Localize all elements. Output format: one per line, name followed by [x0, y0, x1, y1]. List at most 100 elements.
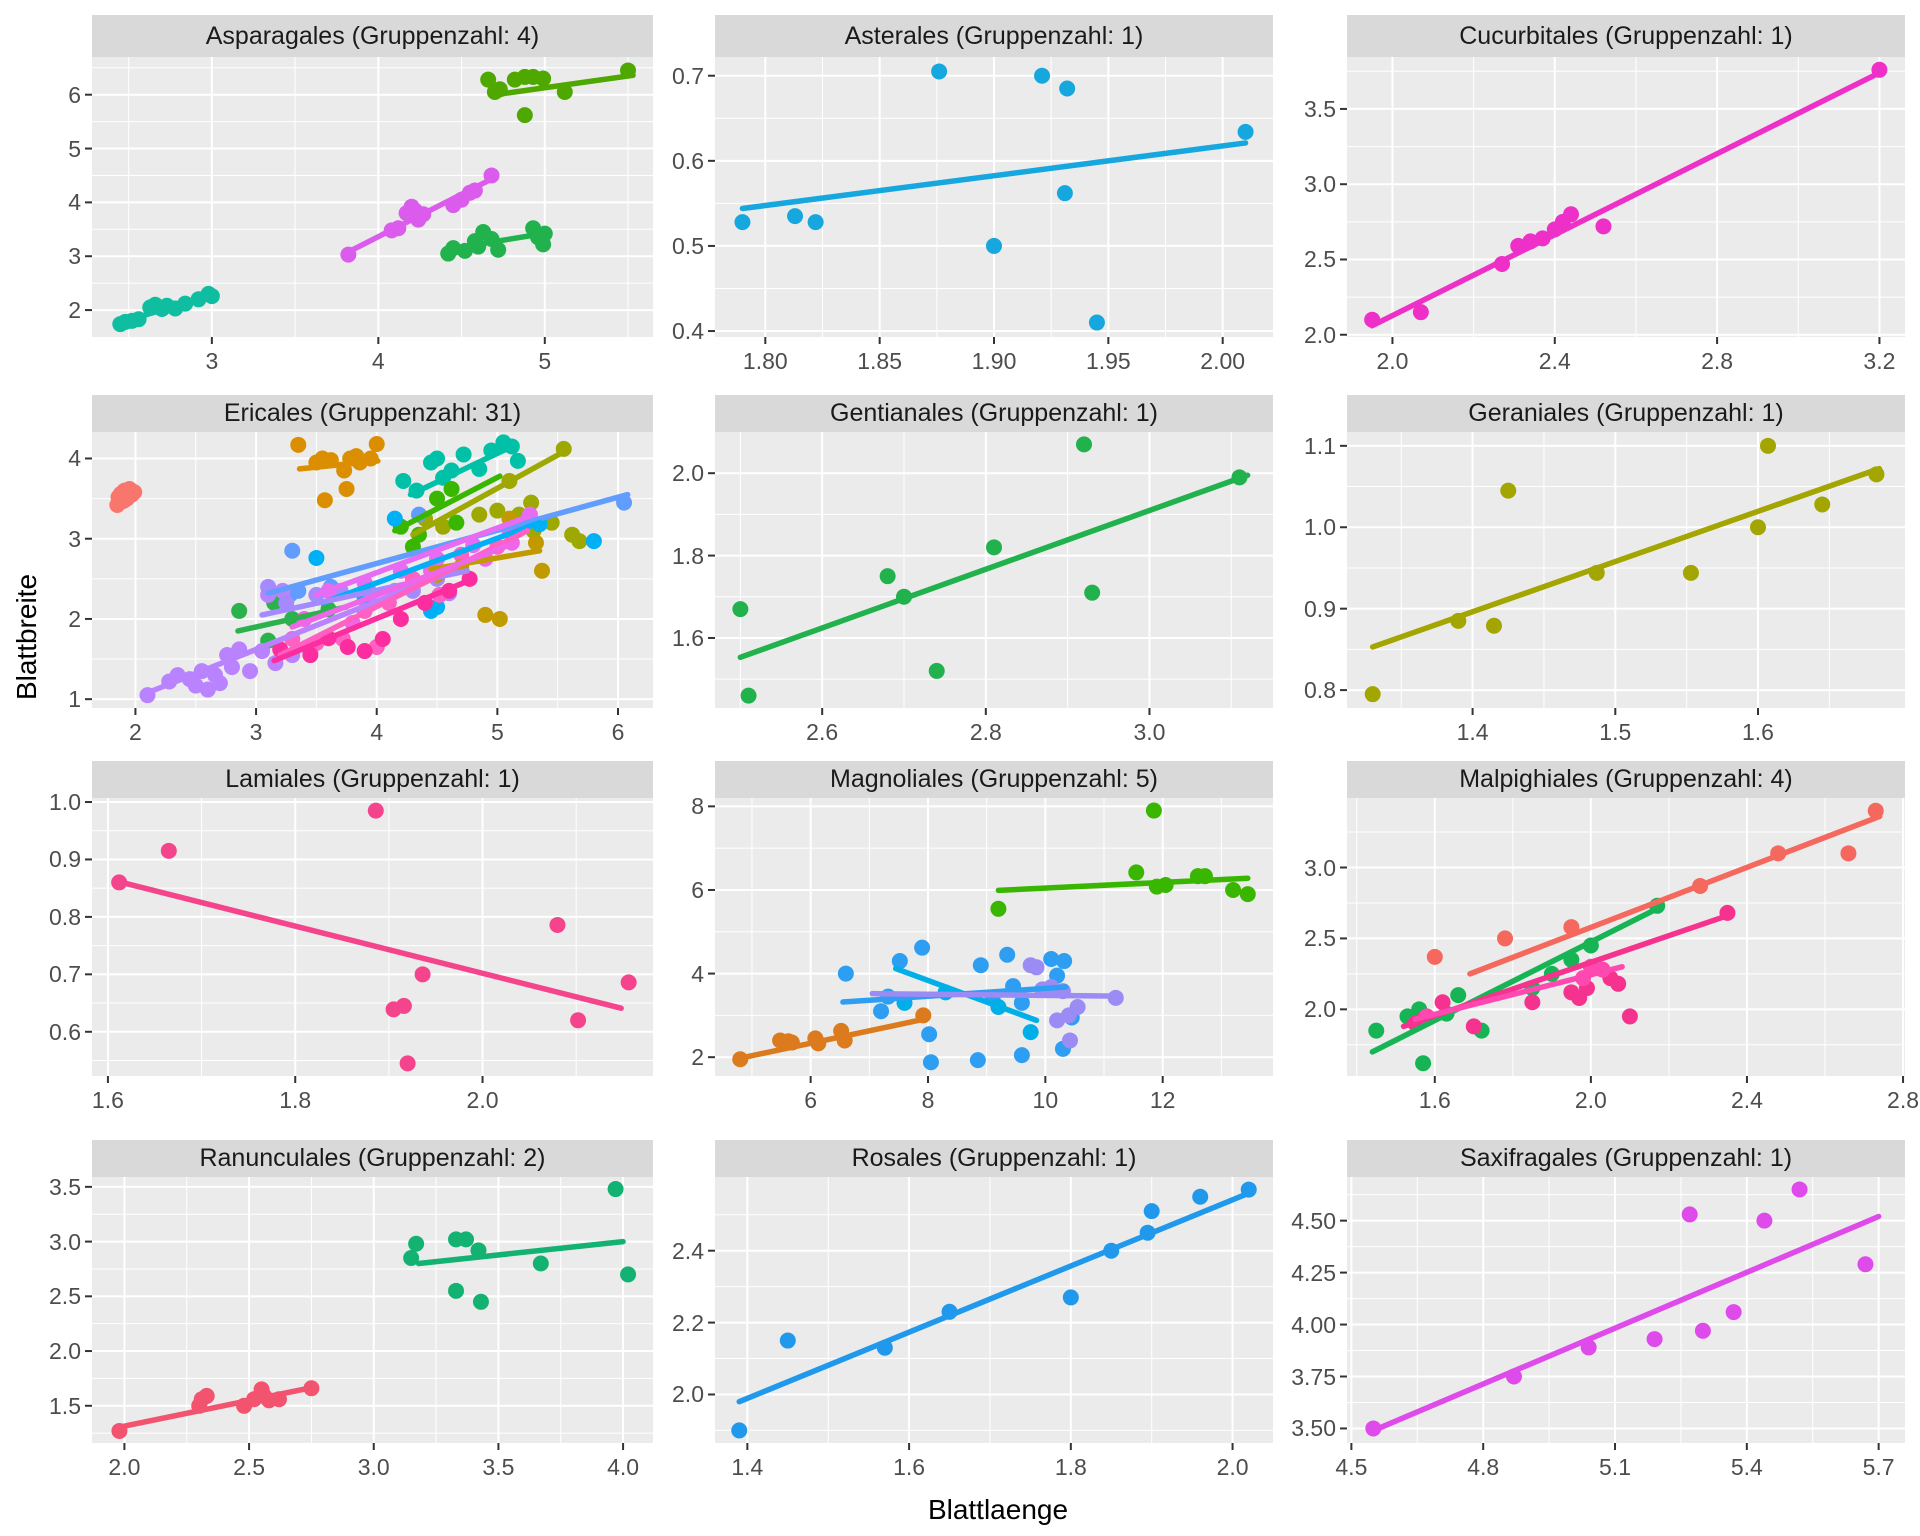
facet-panel-cucurbitales	[1340, 57, 1905, 344]
data-point	[1128, 864, 1145, 881]
data-point	[1412, 304, 1429, 321]
data-point	[490, 241, 507, 258]
x-tick-label: 1.8	[279, 1087, 312, 1113]
data-point	[443, 480, 460, 497]
data-point	[1485, 617, 1502, 634]
data-point	[1076, 436, 1092, 453]
data-point	[1061, 1032, 1078, 1049]
data-point	[1814, 496, 1831, 513]
y-tick-label: 6	[68, 81, 81, 108]
data-point	[571, 533, 588, 550]
data-point	[1088, 314, 1105, 331]
data-point	[1022, 1024, 1039, 1041]
data-point	[429, 490, 446, 507]
regression-line	[995, 875, 1251, 894]
data-point	[1192, 1188, 1209, 1205]
x-tick-label: 2.0	[1216, 1454, 1249, 1480]
x-tick-label: 1.5	[1599, 719, 1632, 745]
y-tick-label: 0.4	[672, 318, 704, 345]
data-point	[732, 601, 749, 618]
data-point	[1465, 1018, 1482, 1035]
data-point	[837, 965, 854, 982]
y-tick-label: 1.5	[49, 1392, 81, 1419]
data-point	[1750, 519, 1767, 536]
regression-line	[737, 472, 1251, 661]
data-point	[1426, 948, 1443, 965]
regression-line	[1370, 1213, 1882, 1434]
facet-strip-malpighiales: Malpighiales (Gruppenzahl: 4)	[1347, 761, 1905, 798]
facet-strip-gentianales: Gentianales (Gruppenzahl: 1)	[715, 395, 1273, 432]
data-point	[1563, 206, 1580, 223]
y-tick-label: 6	[691, 876, 704, 903]
data-point	[1013, 994, 1030, 1011]
data-point	[972, 957, 989, 974]
y-tick-label: 1.1	[1304, 432, 1336, 459]
data-layer	[1364, 437, 1885, 703]
x-tick-label: 1.8	[1054, 1454, 1087, 1480]
data-point	[1069, 999, 1086, 1016]
data-point	[922, 1054, 939, 1071]
x-tick-label: 2.8	[1887, 1087, 1920, 1113]
data-point	[199, 681, 216, 698]
y-tick-label: 4.25	[1291, 1259, 1336, 1286]
data-point	[284, 542, 301, 559]
facet-strip-cucurbitales: Cucurbitales (Gruppenzahl: 1)	[1347, 15, 1905, 57]
data-point	[534, 562, 551, 579]
regression-line	[114, 878, 624, 1011]
y-tick-label: 0.8	[49, 903, 81, 930]
data-point	[620, 974, 637, 991]
facet-title: Ericales (Gruppenzahl: 31)	[223, 399, 522, 427]
regression-line	[1467, 813, 1883, 977]
data-layer	[111, 1181, 637, 1439]
data-point	[338, 480, 355, 497]
y-tick-label: 0.7	[672, 62, 704, 89]
y-tick-label: 4	[68, 189, 81, 216]
facet-title: Magnoliales (Gruppenzahl: 5)	[830, 765, 1158, 793]
data-point	[1500, 482, 1517, 499]
x-tick-label: 3.2	[1863, 348, 1896, 374]
x-tick-label: 1.6	[1742, 719, 1774, 745]
data-point	[395, 472, 412, 489]
data-point	[928, 662, 945, 679]
data-point	[535, 70, 552, 87]
data-point	[399, 1055, 416, 1072]
facet-title: Geraniales (Gruppenzahl: 1)	[1468, 399, 1784, 427]
x-tick-label: 1.80	[742, 348, 788, 374]
facet-panel-ranunculales	[85, 1177, 653, 1450]
y-tick-label: 4.00	[1291, 1311, 1336, 1338]
x-tick-label: 5	[538, 348, 552, 374]
facet-strip-asparagales: Asparagales (Gruppenzahl: 4)	[92, 15, 653, 57]
x-tick-label: 4	[370, 719, 384, 745]
facet-title: Saxifragales (Gruppenzahl: 1)	[1459, 1144, 1793, 1172]
facet-title: Rosales (Gruppenzahl: 1)	[851, 1144, 1137, 1172]
data-point	[290, 436, 307, 453]
y-tick-label: 0.7	[49, 961, 81, 988]
data-point	[302, 647, 319, 664]
regression-line	[1369, 70, 1883, 329]
facet-strip-saxifragales: Saxifragales (Gruppenzahl: 1)	[1347, 1140, 1905, 1177]
regression-line	[488, 72, 636, 98]
regression-line	[113, 487, 139, 504]
regression-line	[144, 572, 446, 696]
data-layer	[732, 436, 1251, 704]
y-tick-label: 4.50	[1291, 1207, 1336, 1234]
data-point	[740, 687, 757, 704]
data-layer	[1365, 1181, 1882, 1437]
data-point	[527, 534, 544, 551]
data-point	[1062, 1289, 1079, 1306]
data-point	[1694, 1322, 1711, 1339]
x-tick-label: 2.8	[969, 719, 1002, 745]
data-point	[787, 208, 804, 225]
facet-title: Ranunculales (Gruppenzahl: 2)	[199, 1144, 546, 1172]
x-tick-label: 2.6	[806, 719, 839, 745]
x-tick-label: 1.6	[1418, 1087, 1451, 1113]
regression-line	[736, 1190, 1252, 1405]
data-layer	[1364, 61, 1888, 329]
data-point	[532, 1255, 549, 1272]
facet-panel-lamiales	[85, 798, 653, 1083]
data-point	[480, 71, 497, 88]
data-point	[620, 1266, 637, 1283]
regression-line	[407, 443, 515, 498]
data-point	[1028, 959, 1045, 976]
data-point	[990, 900, 1007, 917]
